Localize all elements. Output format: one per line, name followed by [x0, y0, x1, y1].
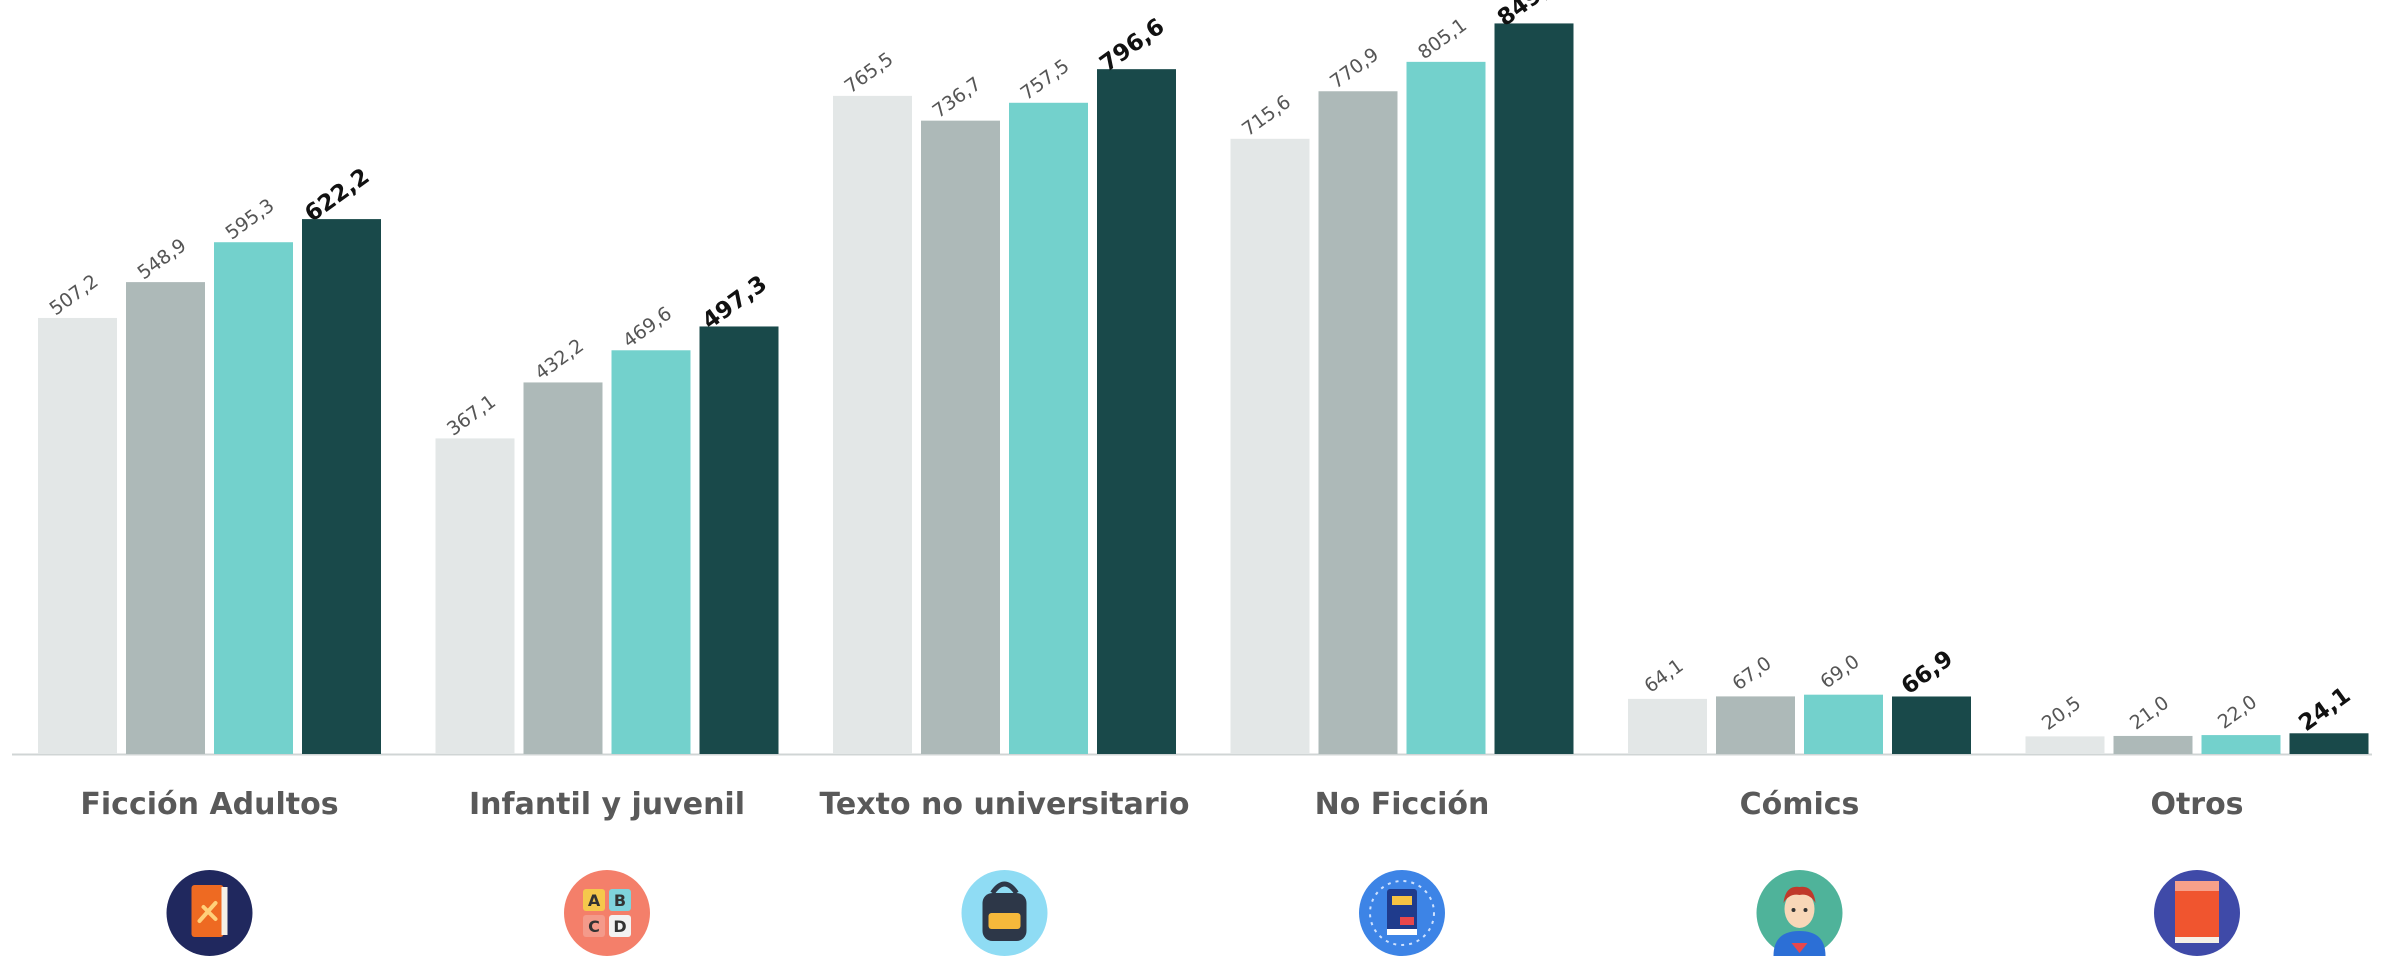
svg-text:C: C [588, 917, 600, 936]
category-label: Texto no universitario [819, 787, 1189, 822]
bar-value-label: 507,2 [45, 270, 102, 320]
bar-value-label: 715,6 [1238, 91, 1295, 141]
bar-value-label: 367,1 [443, 391, 500, 441]
abcd-blocks-icon: A BC D [564, 870, 650, 956]
category-label: Infantil y juvenil [469, 787, 745, 822]
bar [2289, 733, 2369, 754]
bar-value-label: 469,6 [619, 303, 676, 353]
bar-value-label: 22,0 [2214, 691, 2261, 734]
bar [1494, 23, 1574, 754]
bar [302, 219, 381, 754]
bar [38, 317, 117, 754]
bar [1009, 102, 1088, 755]
bar-value-label: 24,1 [2294, 682, 2355, 736]
bar-value-label: 20,5 [2038, 692, 2085, 735]
bar [921, 120, 1000, 755]
bar [523, 382, 603, 754]
category-label: Otros [2150, 787, 2243, 822]
bar [611, 350, 691, 754]
bar [435, 438, 515, 754]
bar-value-label: 757,5 [1016, 55, 1073, 105]
bar-value-label: 765,5 [840, 48, 897, 98]
bar [2025, 736, 2105, 754]
superhero-icon [1756, 870, 1843, 956]
category-label: Cómics [1740, 787, 1860, 822]
bar [2201, 735, 2281, 754]
bar-value-label: 770,9 [1326, 44, 1383, 94]
category-label: Ficción Adultos [80, 787, 338, 822]
book-icon [166, 870, 253, 956]
bar-value-label: 805,1 [1414, 14, 1471, 64]
bar [1628, 698, 1707, 754]
bar-value-label: 21,0 [2126, 692, 2173, 735]
bar [1097, 69, 1176, 755]
bar-value-label: 432,2 [531, 335, 588, 385]
backpack-icon [961, 870, 1048, 956]
category-label: No Ficción [1315, 787, 1490, 822]
bar [833, 95, 912, 754]
svg-text:D: D [613, 917, 626, 936]
svg-text:A: A [588, 891, 601, 910]
bar [1230, 138, 1310, 754]
bar [1716, 696, 1795, 754]
blue-book-icon [1359, 870, 1445, 956]
bar-value-label: 64,1 [1640, 655, 1687, 698]
bar-value-label: 497,3 [698, 271, 772, 335]
bar [1892, 696, 1971, 754]
bar [1406, 61, 1486, 754]
bar [2113, 735, 2193, 754]
bar-value-label: 69,0 [1816, 650, 1863, 693]
bar [214, 242, 293, 755]
bar [126, 282, 205, 754]
bar-value-label: 622,2 [300, 164, 374, 228]
bar-value-label: 595,3 [221, 194, 278, 244]
bar-value-label: 548,9 [133, 234, 190, 284]
bar-value-label: 736,7 [928, 73, 985, 123]
bar-value-label: 67,0 [1728, 652, 1775, 695]
svg-text:B: B [614, 891, 626, 910]
bar [1804, 694, 1883, 754]
bar-value-label: 66,9 [1897, 646, 1958, 700]
bar-value-label: 796,6 [1095, 14, 1169, 78]
bar [699, 326, 779, 754]
bar [1318, 91, 1398, 755]
red-book-icon [2154, 870, 2240, 956]
